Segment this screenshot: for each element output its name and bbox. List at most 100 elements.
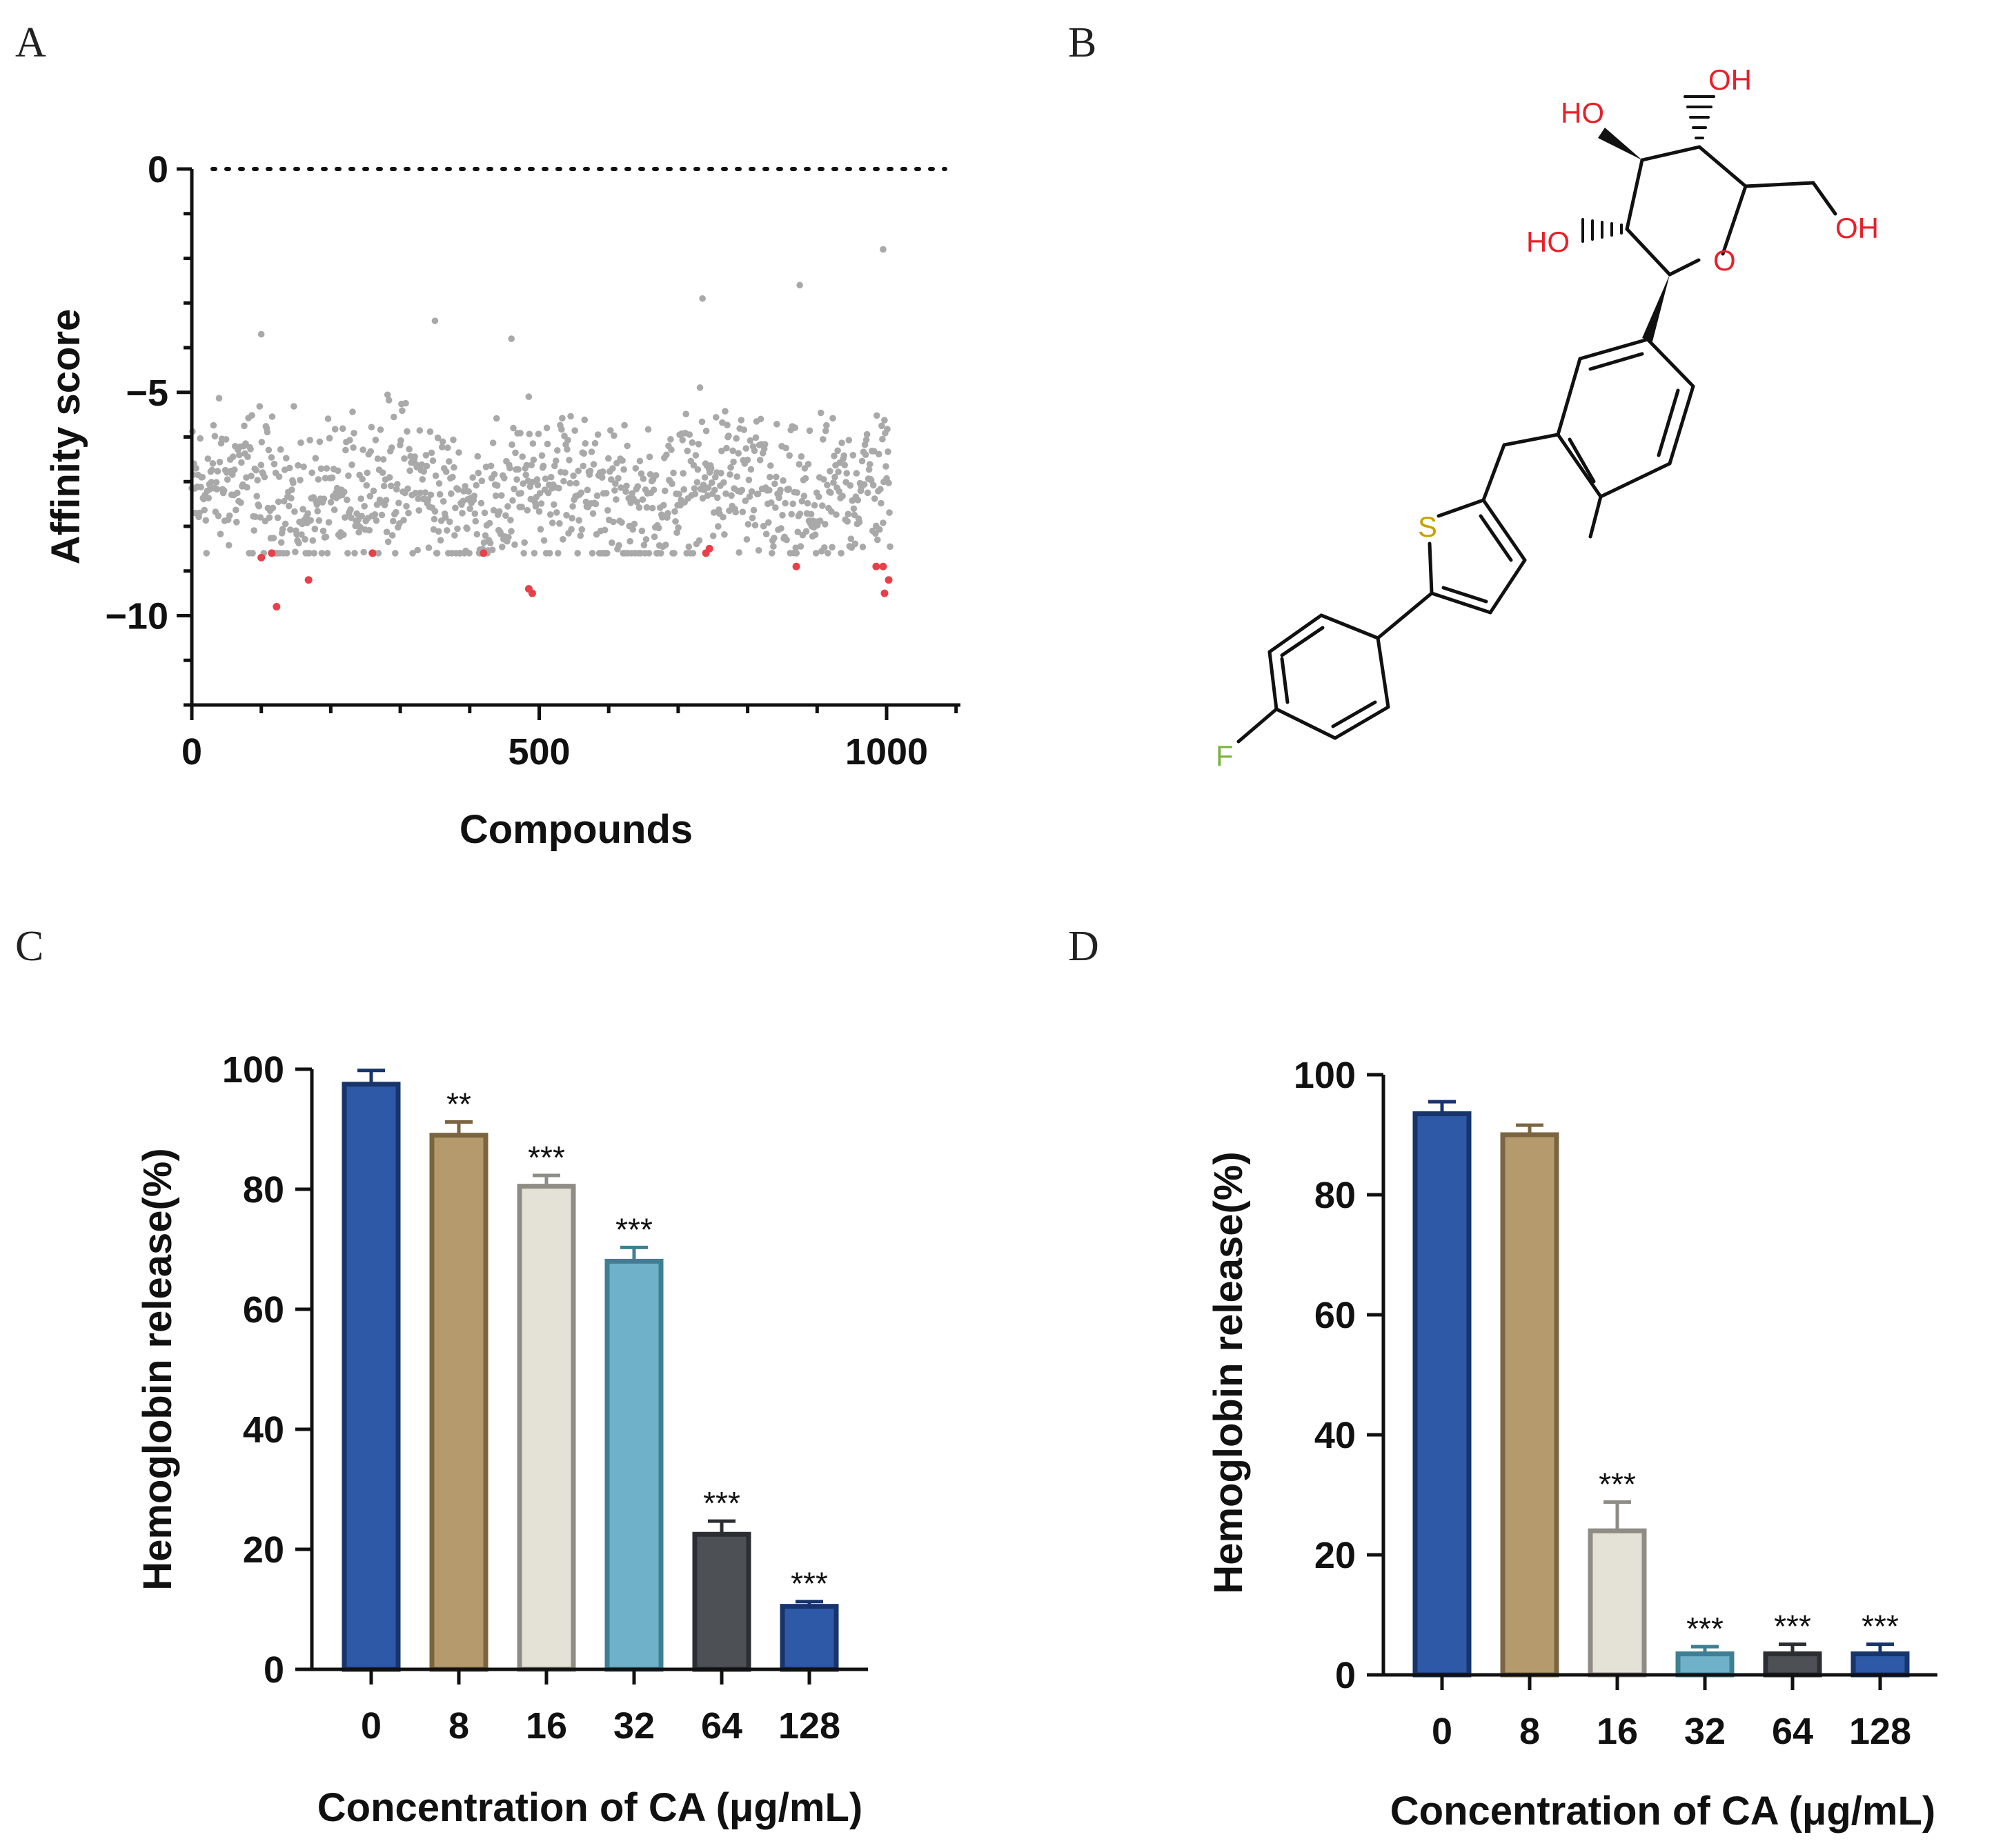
scatter-point — [662, 542, 669, 548]
scatter-point — [564, 437, 571, 444]
scatter-point — [268, 454, 275, 461]
scatter-point — [342, 446, 349, 454]
significance-marker: *** — [703, 1485, 740, 1521]
scatter-point — [632, 465, 640, 472]
scatter-point — [247, 446, 254, 453]
scatter-point — [512, 449, 519, 457]
scatter-point — [881, 417, 888, 424]
atom-label: F — [1216, 739, 1234, 772]
scatter-point — [279, 526, 286, 533]
scatter-point — [733, 435, 740, 442]
scatter-point — [733, 473, 740, 480]
scatter-point — [248, 473, 255, 479]
significance-c: ************** — [446, 1086, 828, 1602]
scatter-point — [580, 450, 588, 457]
scatter-point — [566, 457, 573, 464]
scatter-point — [519, 453, 526, 460]
y-axis-title-d: Hemoglobin release(%) — [1206, 1151, 1251, 1593]
bond — [1568, 437, 1596, 484]
scatter-point — [847, 482, 854, 489]
bond — [1267, 613, 1323, 654]
y-tick-label: 20 — [243, 1529, 284, 1571]
scatter-point — [757, 415, 764, 423]
scatter-point — [652, 472, 660, 479]
x-tick-label: 32 — [613, 1705, 655, 1747]
scatter-points-highlighted — [257, 544, 893, 611]
scatter-point — [504, 503, 511, 510]
scatter-point — [397, 437, 404, 444]
bond — [1697, 145, 1748, 188]
scatter-point — [819, 502, 826, 509]
scatter-point — [722, 408, 729, 415]
scatter-point — [532, 503, 540, 510]
scatter-point — [766, 486, 773, 494]
scatter-point — [203, 550, 210, 557]
scatter-point — [675, 524, 682, 531]
scatter-point — [553, 509, 560, 516]
scatter-point — [302, 536, 308, 543]
y-tick-label: 100 — [1294, 1055, 1356, 1096]
bar — [1763, 1651, 1822, 1678]
scatter-point — [577, 532, 584, 539]
scatter-point — [604, 507, 611, 514]
scatter-point — [340, 531, 347, 538]
scatter-point — [509, 441, 515, 448]
scatter-point — [368, 424, 375, 430]
atom-label: HO — [1561, 97, 1604, 129]
scatter-point — [254, 477, 261, 484]
scatter-point — [487, 462, 495, 470]
scatter-point — [230, 453, 237, 460]
scatter-point — [473, 530, 481, 538]
scatter-point — [444, 527, 451, 534]
scatter-point — [546, 511, 554, 518]
scatter-point-highlighted — [879, 562, 887, 570]
bond — [1588, 495, 1603, 539]
scatter-point — [651, 533, 658, 540]
scatter-point — [215, 513, 222, 519]
scatter-point — [394, 481, 401, 488]
scatter-point — [339, 425, 346, 433]
y-tick-label: −5 — [126, 372, 168, 414]
scatter-point — [700, 481, 707, 488]
scatter-point — [237, 499, 244, 506]
scatter-point — [392, 550, 399, 557]
scatter-point — [535, 508, 543, 515]
scatter-point — [382, 497, 390, 504]
scatter-point — [584, 486, 591, 494]
scatter-point — [416, 427, 424, 434]
scatter-point — [489, 439, 497, 446]
scatter-point — [624, 442, 631, 450]
scatter-point — [537, 500, 545, 507]
scatter-point — [442, 468, 450, 475]
scatter-point — [385, 397, 393, 404]
scatter-point — [876, 526, 883, 533]
scatter-point — [517, 490, 524, 497]
scatter-point — [742, 497, 749, 504]
scatter-point — [196, 509, 203, 517]
scatter-point — [244, 484, 250, 491]
bar — [604, 1258, 664, 1672]
scatter-point — [843, 470, 850, 477]
scatter-point — [465, 488, 472, 495]
atom-label: O — [1713, 244, 1736, 277]
scatter-point — [698, 418, 706, 426]
scatter-point — [680, 486, 687, 493]
scatter-point — [442, 514, 449, 521]
scatter-point — [827, 468, 833, 475]
scatter-point — [631, 520, 638, 528]
scatter-point — [870, 448, 878, 455]
bond — [1437, 498, 1485, 518]
scatter-point — [509, 497, 516, 504]
scatter-point — [618, 484, 624, 491]
scatter-point — [629, 526, 636, 533]
scatter-point — [201, 506, 208, 514]
scatter-point — [331, 426, 339, 433]
axis-ticks-a: 0 −5 −10 0 500 1000 — [105, 149, 958, 773]
scatter-point — [782, 499, 789, 507]
scatter-point — [690, 461, 698, 469]
scatter-point — [466, 505, 473, 513]
scatter-point — [623, 482, 630, 490]
scatter-point — [511, 486, 517, 493]
bar — [342, 1082, 401, 1672]
